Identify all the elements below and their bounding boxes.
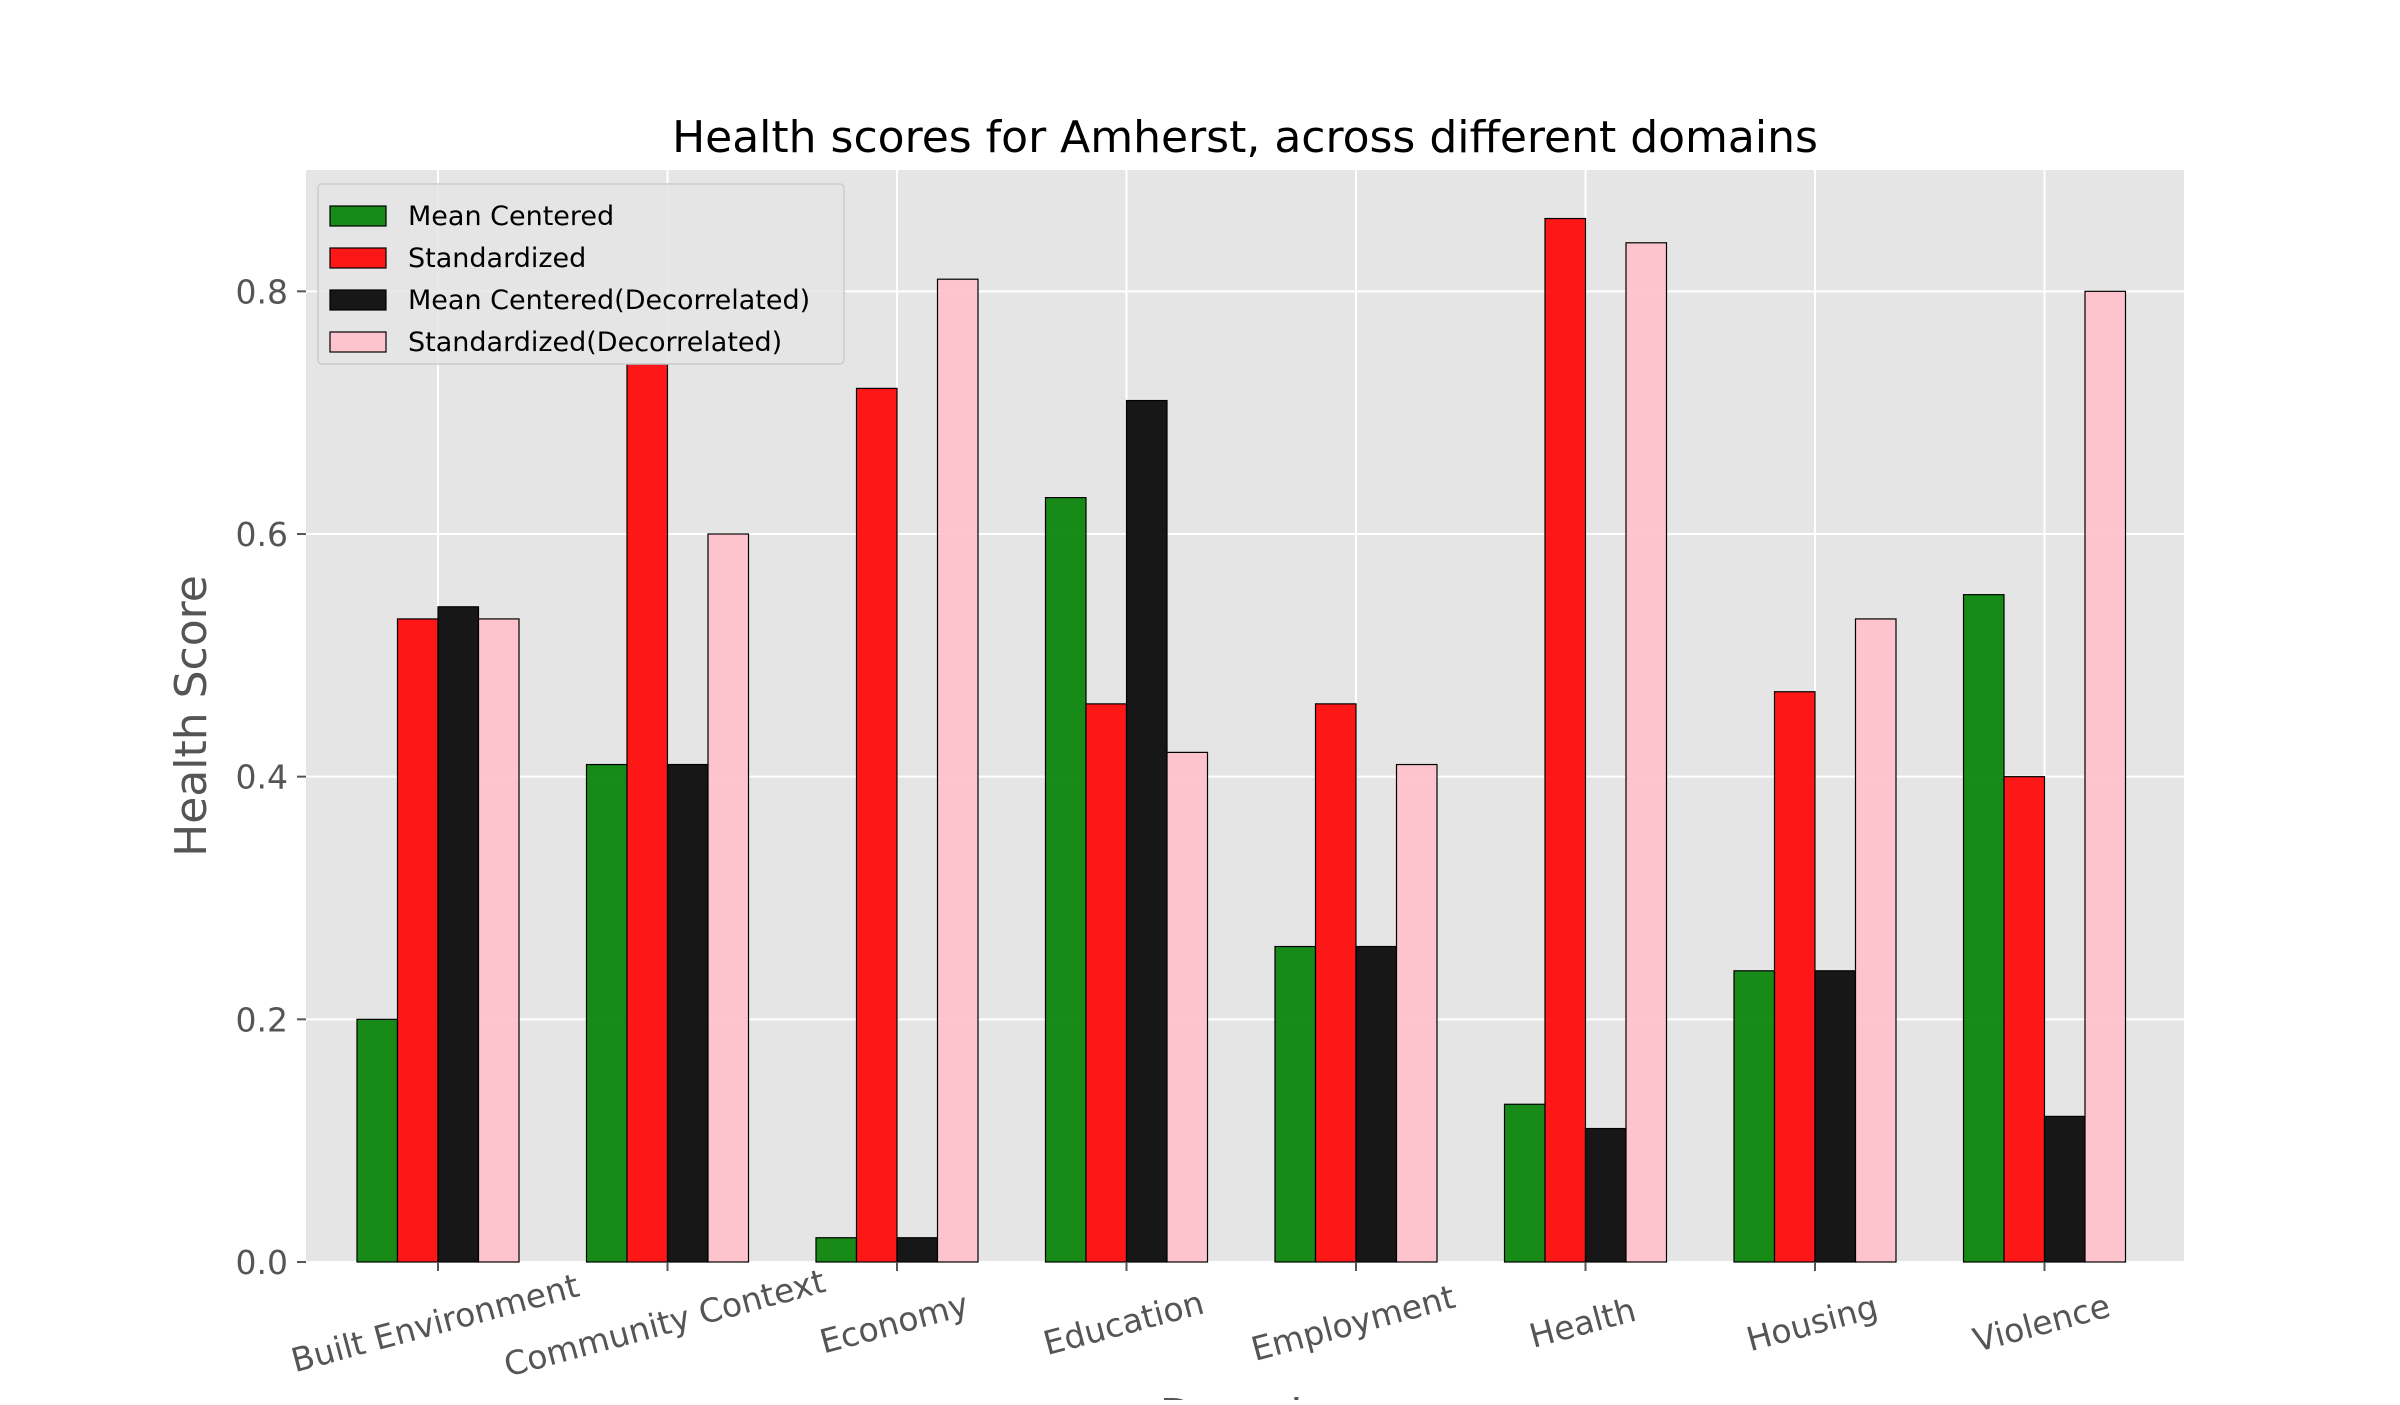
- bar: [666, 763, 709, 1263]
- bar: [1544, 217, 1587, 1263]
- bar: [1733, 970, 1776, 1263]
- bar: [1274, 945, 1317, 1263]
- chart-title: Health scores for Amherst, across differ…: [672, 112, 1818, 163]
- bar: [1962, 594, 2005, 1263]
- x-tick-label: Housing: [1742, 1287, 1882, 1359]
- y-tick-label: 0.8: [236, 272, 288, 311]
- legend: Mean Centered Standardized Mean Centered(D…: [317, 183, 845, 365]
- bar: [356, 1018, 399, 1263]
- y-axis-label: Health Score: [166, 575, 217, 857]
- bar: [2003, 776, 2046, 1263]
- bar: [1355, 945, 1398, 1263]
- bar: [2043, 1115, 2086, 1263]
- legend-swatch: [329, 247, 387, 269]
- bar: [1314, 703, 1357, 1263]
- x-axis-label: Domain: [1160, 1390, 1331, 1400]
- bar: [1085, 703, 1128, 1263]
- legend-swatch: [329, 331, 387, 353]
- bar: [1584, 1127, 1627, 1263]
- legend-label: Mean Centered(Decorrelated): [408, 285, 810, 316]
- bar: [626, 363, 669, 1263]
- bar: [1814, 970, 1857, 1263]
- bar: [815, 1237, 858, 1263]
- legend-label: Mean Centered: [408, 201, 614, 232]
- bar: [1044, 497, 1087, 1263]
- legend-swatch: [329, 205, 387, 227]
- bar: [1395, 763, 1438, 1263]
- bar: [1625, 242, 1668, 1263]
- bars: [356, 217, 2127, 1263]
- x-tick-label: Violence: [1969, 1286, 2114, 1360]
- bar: [2084, 290, 2127, 1263]
- bar: [585, 763, 628, 1263]
- bar: [1854, 618, 1897, 1263]
- legend-label: Standardized(Decorrelated): [408, 327, 782, 358]
- bar: [477, 618, 520, 1263]
- y-tick-label: 0.4: [236, 758, 288, 797]
- bar: [1125, 399, 1168, 1263]
- y-tick-label: 0.6: [236, 515, 288, 554]
- bar: [1773, 691, 1816, 1263]
- bar: [1503, 1103, 1546, 1263]
- legend-box: [317, 183, 845, 365]
- x-tick-label: Education: [1039, 1283, 1208, 1363]
- bar: [707, 533, 750, 1263]
- bar: [1166, 751, 1209, 1263]
- bar: [936, 278, 979, 1263]
- y-tick-label: 0.2: [236, 1000, 288, 1039]
- x-tick-label: Employment: [1247, 1277, 1459, 1369]
- bar: [437, 606, 480, 1263]
- x-tick-label: Economy: [816, 1284, 973, 1361]
- legend-label: Standardized: [408, 243, 586, 274]
- bar: [896, 1237, 939, 1263]
- legend-swatch: [329, 289, 387, 311]
- bar: [396, 618, 439, 1263]
- y-tick-label: 0.0: [236, 1243, 288, 1282]
- x-tick-label: Health: [1525, 1290, 1640, 1356]
- bar: [855, 387, 898, 1263]
